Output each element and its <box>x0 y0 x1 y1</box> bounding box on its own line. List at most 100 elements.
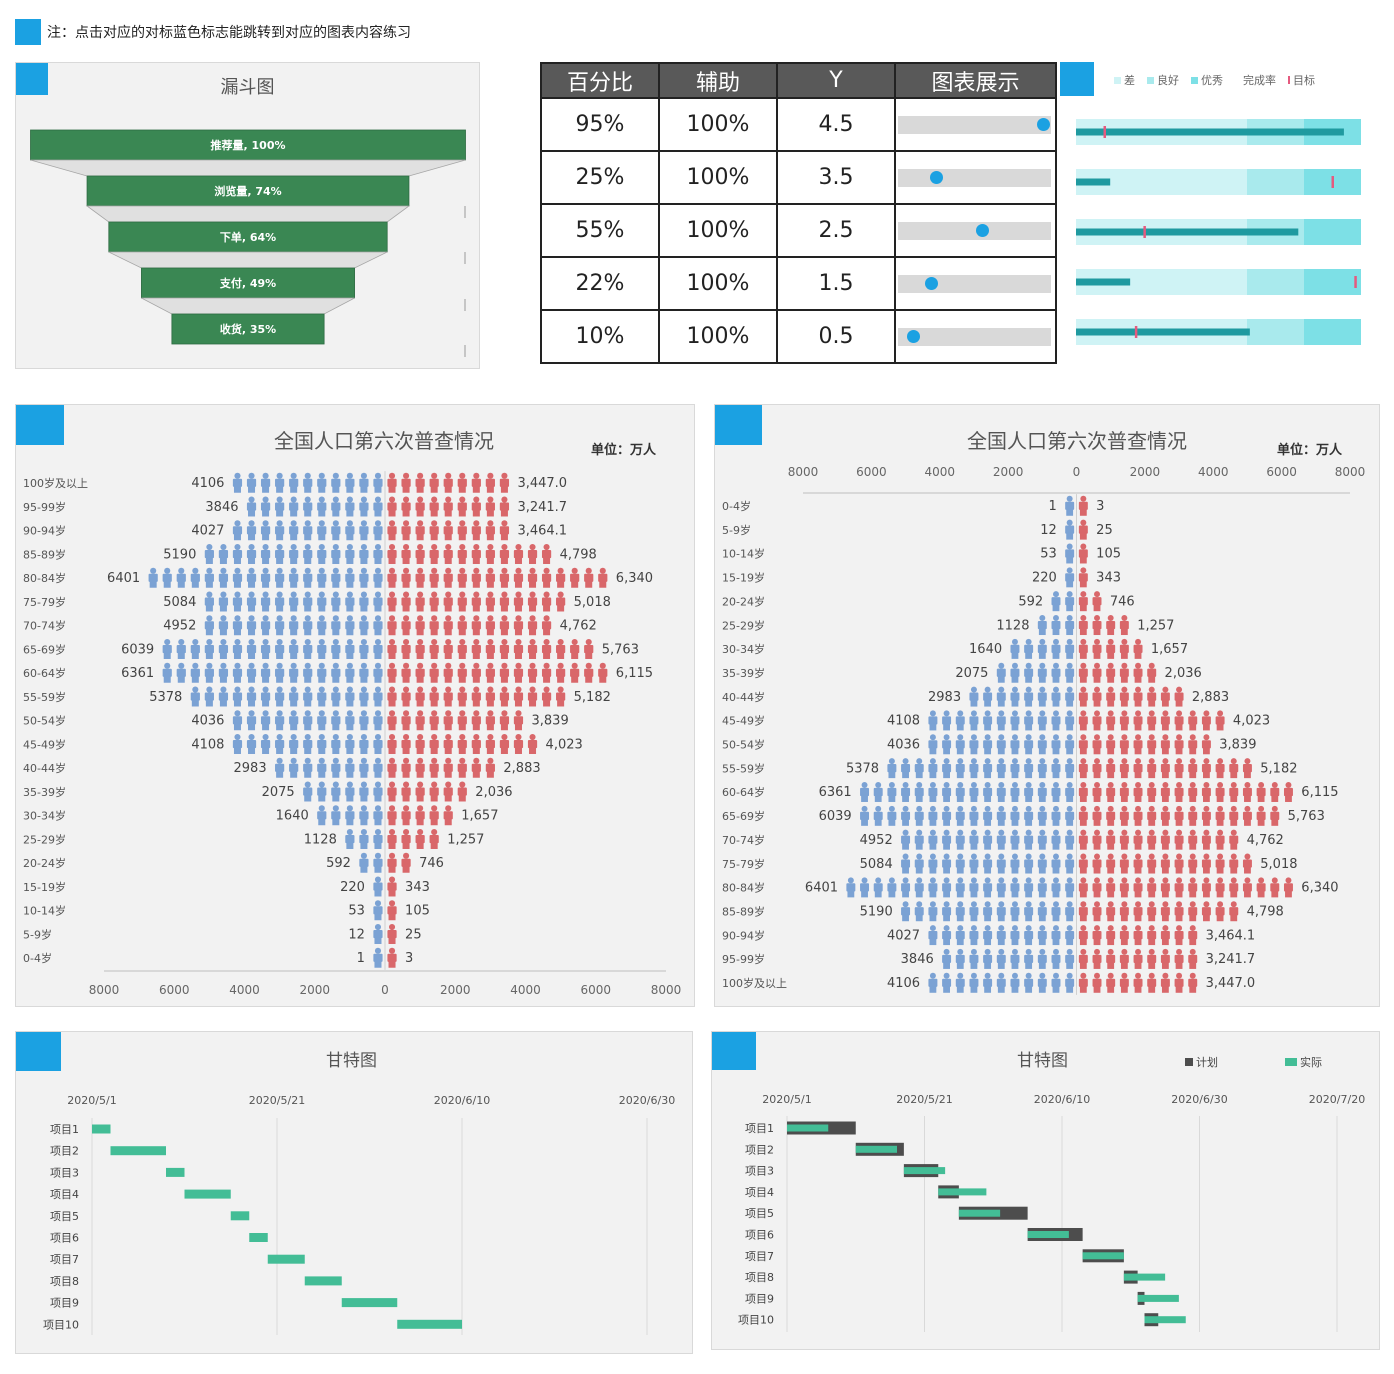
female-value-label: 6,340 <box>1301 881 1338 896</box>
male-value-label: 5378 <box>846 761 879 776</box>
person-icon <box>1174 710 1184 731</box>
age-label: 45-49岁 <box>23 737 66 751</box>
female-value-label: 3,447.0 <box>1206 976 1256 991</box>
gantt-left-jump-icon[interactable] <box>16 1032 61 1071</box>
person-icon <box>387 947 397 968</box>
person-icon <box>443 638 453 659</box>
person-icon <box>887 758 897 779</box>
person-icon <box>373 828 383 849</box>
person-icon <box>1078 495 1088 516</box>
person-icon <box>232 710 243 731</box>
gantt-right-jump-icon[interactable] <box>712 1032 756 1070</box>
male-value-label: 1128 <box>996 618 1029 633</box>
person-icon <box>162 567 172 588</box>
male-value-label: 5084 <box>163 595 196 610</box>
person-icon <box>1242 853 1252 874</box>
person-icon <box>303 710 313 731</box>
person-icon <box>513 733 524 754</box>
person-icon <box>1160 829 1170 850</box>
funnel-label: 下单, 64% <box>220 230 276 244</box>
person-icon <box>860 781 870 802</box>
person-icon <box>901 901 911 922</box>
person-icon <box>232 591 243 612</box>
person-icon <box>1215 853 1225 874</box>
cell-y: 4.5 <box>776 97 896 152</box>
gantt-task-label: 项目7 <box>50 1253 79 1266</box>
male-value-label: 1 <box>1049 499 1057 514</box>
person-icon <box>1174 734 1184 755</box>
person-icon <box>1037 686 1047 707</box>
person-icon <box>1242 781 1252 802</box>
bullet-target-marker <box>1143 226 1146 238</box>
person-icon <box>387 805 397 826</box>
person-icon <box>429 662 439 683</box>
person-icon <box>401 496 411 517</box>
person-icon <box>260 567 271 588</box>
person-icon <box>513 615 524 636</box>
person-icon <box>1037 805 1047 826</box>
age-label: 10-14岁 <box>23 904 66 918</box>
pyramid-left-jump-icon[interactable] <box>16 405 64 445</box>
legend-excellent-label: 优秀 <box>1201 74 1223 87</box>
person-icon <box>1092 948 1102 969</box>
person-icon <box>1078 662 1088 683</box>
person-icon <box>485 662 495 683</box>
male-value-label: 6361 <box>819 785 852 800</box>
person-icon <box>1119 615 1129 636</box>
bullet-jump-icon[interactable] <box>1060 62 1094 96</box>
person-icon <box>1188 972 1198 993</box>
person-icon <box>387 876 397 897</box>
person-icon <box>443 567 453 588</box>
person-icon <box>928 877 938 898</box>
person-icon <box>1065 495 1075 516</box>
age-label: 100岁及以上 <box>23 476 88 490</box>
person-icon <box>1147 877 1157 898</box>
male-value-label: 2075 <box>955 666 988 681</box>
person-icon <box>443 805 453 826</box>
female-value-label: 2,036 <box>1165 666 1202 681</box>
person-icon <box>1051 948 1061 969</box>
cell-percent: 95% <box>540 97 660 152</box>
person-icon <box>373 733 383 754</box>
gantt-actual-bar <box>787 1124 829 1132</box>
person-icon <box>969 734 979 755</box>
person-icon <box>499 543 510 564</box>
person-icon <box>1078 567 1088 588</box>
person-icon <box>317 638 327 659</box>
person-icon <box>996 901 1006 922</box>
person-icon <box>955 853 965 874</box>
person-icon <box>955 734 965 755</box>
person-icon <box>148 567 158 588</box>
funnel-jump-icon[interactable] <box>16 63 48 95</box>
pyramid-right-jump-icon[interactable] <box>715 405 762 445</box>
person-icon <box>429 591 439 612</box>
person-icon <box>1119 710 1129 731</box>
person-icon <box>275 733 285 754</box>
person-icon <box>1065 543 1075 564</box>
person-icon <box>942 734 952 755</box>
person-icon <box>969 805 979 826</box>
person-icon <box>983 829 993 850</box>
person-icon <box>1051 686 1061 707</box>
axis-tick-label: 8000 <box>788 465 819 479</box>
person-icon <box>1119 901 1129 922</box>
person-icon <box>331 472 341 493</box>
gantt-task-label: 项目1 <box>745 1122 774 1135</box>
person-icon <box>359 828 369 849</box>
person-icon <box>1174 686 1184 707</box>
person-icon <box>914 758 924 779</box>
person-icon <box>570 638 580 659</box>
person-icon <box>887 877 897 898</box>
person-icon <box>1106 686 1116 707</box>
axis-tick-label: 6000 <box>856 465 887 479</box>
person-icon <box>942 710 952 731</box>
person-icon <box>260 543 271 564</box>
person-icon <box>218 662 229 683</box>
person-icon <box>969 948 979 969</box>
person-icon <box>345 543 355 564</box>
table-row: 95% 100% 4.5 <box>540 97 1057 152</box>
person-icon <box>373 591 383 612</box>
person-icon <box>1174 901 1184 922</box>
female-value-label: 1,657 <box>461 809 498 824</box>
person-icon <box>387 828 397 849</box>
